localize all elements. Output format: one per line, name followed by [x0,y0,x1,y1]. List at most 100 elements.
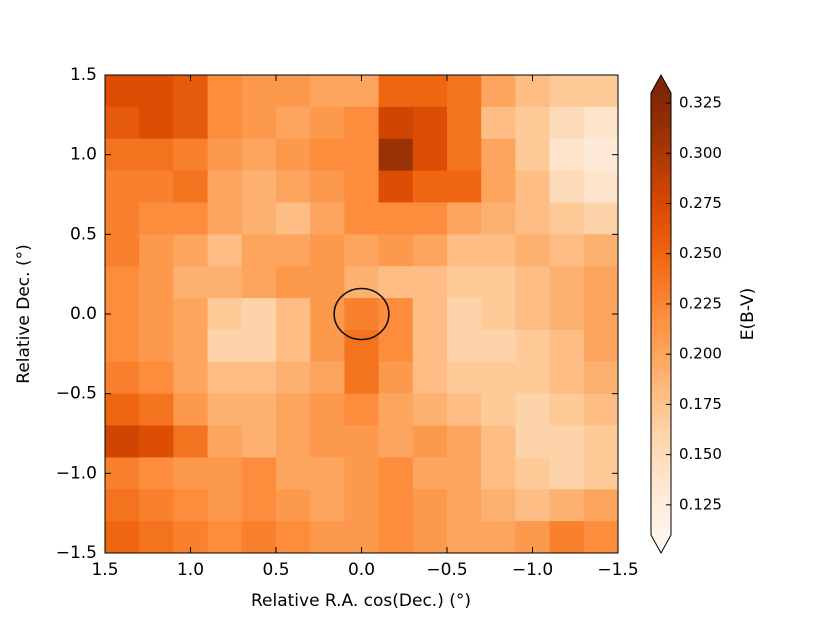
heatmap-cell [310,521,345,554]
heatmap-cell [583,393,619,427]
x-axis-label: Relative R.A. cos(Dec.) (°) [251,591,471,611]
colorbar-segment [651,168,671,174]
colorbar-segment [651,394,671,400]
heatmap-cell [447,202,482,235]
heatmap-cell [105,75,140,108]
heatmap-cell [139,170,174,203]
heatmap-cell [378,266,414,299]
heatmap-cell [105,489,140,522]
heatmap-cell [481,521,516,554]
colorbar-segment [651,143,671,149]
heatmap-cell [173,298,209,331]
heatmap-cell [310,170,345,203]
heatmap-cell [481,425,516,458]
colorbar-segment [651,138,671,144]
colorbar-segment [651,314,671,320]
heatmap-cell [105,106,140,140]
heatmap-cell [481,298,516,331]
colorbar-segment [651,319,671,325]
colorbar-tick-label: 0.150 [679,445,722,463]
heatmap-cell [344,298,380,331]
heatmap-cell [412,202,448,235]
heatmap-cell [515,393,551,427]
colorbar-segment [651,514,671,521]
colorbar-segment [651,268,671,275]
heatmap-cell [378,106,414,140]
heatmap-cell [207,393,243,427]
heatmap-cell [481,266,516,299]
heatmap-cell [207,298,243,331]
heatmap-cell [378,138,414,172]
heatmap-cell [549,266,585,299]
colorbar-segment [651,208,671,215]
heatmap-cell [207,329,243,363]
colorbar-segment [651,233,671,240]
heatmap-cell [481,457,516,490]
heatmap-cell [241,170,277,203]
heatmap-cell [481,234,516,267]
heatmap-cell [378,425,414,458]
colorbar-segment [651,409,671,416]
heatmap-cell [276,457,311,490]
heatmap-cell [447,266,482,299]
heatmap-cell [378,329,414,363]
heatmap-cell [549,425,585,458]
heatmap-cell [447,521,482,554]
heatmap-cell [241,234,277,267]
heatmap-cell [344,329,380,363]
colorbar-segment [651,158,671,164]
heatmap-cell [515,138,551,172]
heatmap-cell [344,489,380,522]
colorbar-segment [651,389,671,395]
heatmap-cell [276,361,311,395]
heatmap-cell [515,489,551,522]
heatmap-cell [583,106,619,140]
x-tick-label: 0.5 [262,560,289,580]
heatmap-cell [173,106,209,140]
colorbar-extend [651,535,671,553]
heatmap-cell [378,170,414,203]
heatmap-cell [583,202,619,235]
heatmap-cell [378,457,414,490]
colorbar-segment [651,434,671,441]
heatmap-cell [447,361,482,395]
colorbar-tick-label: 0.325 [679,94,722,112]
heatmap-cell [481,170,516,203]
heatmap-cell [344,202,380,235]
colorbar-tick-label: 0.250 [679,244,722,262]
heatmap-cell [139,202,174,235]
heatmap-cell [481,489,516,522]
colorbar-segment [651,479,671,486]
heatmap-cell [207,170,243,203]
colorbar-tick-label: 0.275 [679,194,722,212]
heatmap-cell [276,425,311,458]
colorbar-segment [651,183,671,190]
y-tick-label: −0.5 [56,384,97,404]
heatmap-cell [241,425,277,458]
heatmap-cell [173,202,209,235]
colorbar-segment [651,374,671,380]
heatmap-cell [549,298,585,331]
colorbar-segment [651,349,671,355]
heatmap-cell [310,266,345,299]
heatmap-cell [105,234,140,267]
heatmap-cell [310,298,345,331]
heatmap-cell [276,170,311,203]
heatmap-cell [515,202,551,235]
x-tick-label: −1.5 [597,560,638,580]
heatmap-cell [241,106,277,140]
heatmap-cell [583,329,619,363]
heatmap-cell [412,234,448,267]
colorbar-segment [651,198,671,205]
heatmap-cell [276,75,311,108]
colorbar-segment [651,203,671,210]
heatmap-cell [447,170,482,203]
colorbar-segment [651,494,671,501]
heatmap-cell [549,170,585,203]
heatmap-cell [139,266,174,299]
heatmap-cell [378,234,414,267]
heatmap-cell [515,266,551,299]
heatmap-cell [207,234,243,267]
heatmap-cell [173,393,209,427]
